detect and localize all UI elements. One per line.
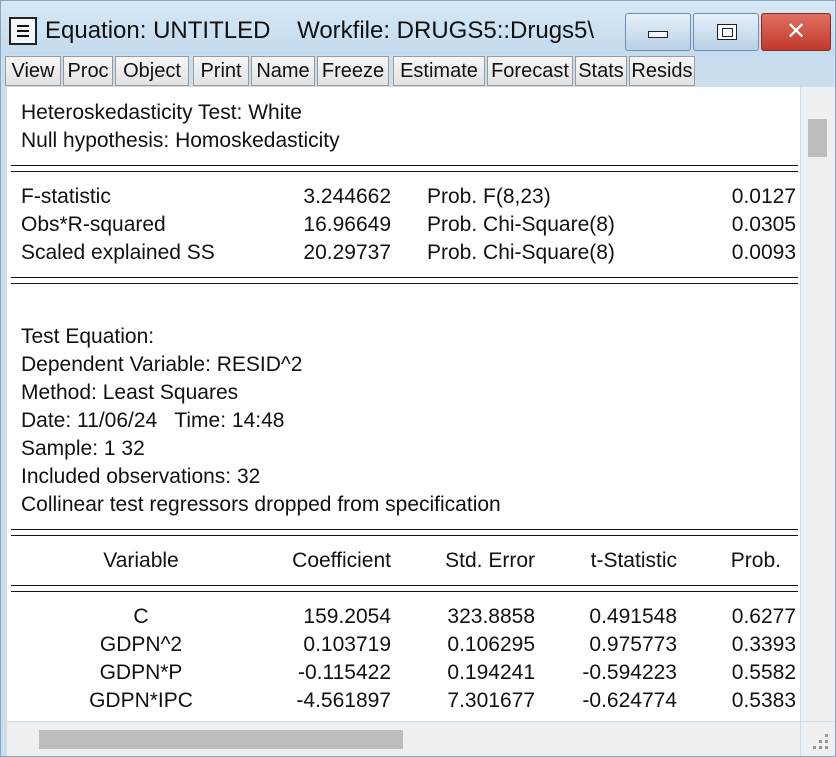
forecast-button[interactable]: Forecast — [487, 56, 573, 86]
print-button[interactable]: Print — [193, 56, 249, 86]
prob-label: Prob. Chi-Square(8) — [427, 241, 615, 264]
table-cell-variable: C — [133, 605, 149, 628]
output-panel[interactable]: Heteroskedasticity Test: White Null hypo… — [7, 87, 800, 721]
prob-value: 0.0093 — [731, 241, 796, 264]
prob-label: Prob. Chi-Square(8) — [427, 213, 615, 236]
minimize-button[interactable] — [625, 13, 691, 51]
divider — [11, 165, 798, 166]
toolbar: View Proc Object Print Name Freeze Estim… — [5, 56, 833, 86]
minimize-icon — [648, 31, 668, 38]
table-cell-std-error: 0.194241 — [447, 661, 535, 684]
table-cell-prob: 0.3393 — [731, 633, 796, 656]
column-header: t-Statistic — [590, 549, 677, 572]
stat-value: 20.29737 — [303, 241, 391, 264]
table-cell-t-statistic: 0.491548 — [589, 605, 677, 628]
stat-value: 16.96649 — [303, 213, 391, 236]
test-equation-line: Date: 11/06/24 Time: 14:48 — [21, 409, 285, 432]
vertical-scrollbar[interactable] — [801, 87, 835, 721]
table-cell-t-statistic: -0.594223 — [582, 661, 677, 684]
null-hypothesis: Null hypothesis: Homoskedasticity — [21, 129, 340, 152]
test-equation-line: Test Equation: — [21, 325, 155, 348]
stat-label: Obs*R-squared — [21, 213, 166, 236]
table-cell-prob: 0.5582 — [731, 661, 796, 684]
view-button[interactable]: View — [5, 56, 61, 86]
horizontal-scroll-thumb[interactable] — [39, 730, 403, 749]
table-cell-std-error: 7.301677 — [447, 689, 535, 712]
table-cell-prob: 0.5383 — [731, 689, 796, 712]
object-button[interactable]: Object — [115, 56, 189, 86]
table-cell-coefficient: 0.103719 — [303, 633, 391, 656]
column-header: Prob. — [730, 549, 781, 572]
table-cell-variable: GDPN^2 — [99, 633, 183, 656]
test-equation-line: Sample: 1 32 — [21, 437, 145, 460]
prob-value: 0.0305 — [731, 213, 796, 236]
column-header: Coefficient — [292, 549, 391, 572]
stat-label: F-statistic — [21, 185, 111, 208]
window-title: Equation: UNTITLED Workfile: DRUGS5::Dru… — [45, 17, 595, 44]
horizontal-scrollbar[interactable] — [7, 722, 800, 756]
resids-button[interactable]: Resids — [629, 56, 695, 86]
proc-button[interactable]: Proc — [63, 56, 113, 86]
divider — [11, 283, 798, 284]
divider — [11, 585, 798, 586]
title-bar[interactable]: Equation: UNTITLED Workfile: DRUGS5::Dru… — [1, 1, 835, 55]
close-button[interactable]: ✕ — [761, 13, 831, 51]
table-cell-coefficient: 159.2054 — [303, 605, 391, 628]
maximize-button[interactable] — [693, 13, 759, 51]
prob-value: 0.0127 — [731, 185, 796, 208]
table-cell-std-error: 0.106295 — [447, 633, 535, 656]
divider — [11, 277, 798, 278]
stats-button[interactable]: Stats — [575, 56, 627, 86]
estimate-button[interactable]: Estimate — [393, 56, 485, 86]
stat-label: Scaled explained SS — [21, 241, 215, 264]
test-equation-line: Dependent Variable: RESID^2 — [21, 353, 303, 376]
test-equation-line: Method: Least Squares — [21, 381, 239, 404]
maximize-icon — [717, 24, 737, 40]
divider — [11, 529, 798, 530]
vertical-scroll-thumb[interactable] — [808, 119, 827, 157]
close-icon: ✕ — [785, 18, 807, 45]
table-cell-variable: GDPN*IPC — [89, 689, 193, 712]
column-header: Variable — [103, 549, 179, 572]
table-cell-prob: 0.6277 — [731, 605, 796, 628]
freeze-button[interactable]: Freeze — [317, 56, 389, 86]
test-equation-line: Collinear test regressors dropped from s… — [21, 493, 501, 516]
name-button[interactable]: Name — [251, 56, 315, 86]
prob-label: Prob. F(8,23) — [427, 185, 551, 208]
divider — [11, 591, 798, 592]
table-cell-t-statistic: -0.624774 — [582, 689, 677, 712]
test-equation-line: Included observations: 32 — [21, 465, 261, 488]
table-cell-variable: GDPN*P — [99, 661, 183, 684]
table-cell-std-error: 323.8858 — [447, 605, 535, 628]
system-menu-icon[interactable] — [9, 17, 37, 45]
table-cell-coefficient: -4.561897 — [296, 689, 391, 712]
table-cell-coefficient: -0.115422 — [297, 661, 391, 684]
divider — [11, 535, 798, 536]
test-title: Heteroskedasticity Test: White — [21, 101, 302, 124]
column-header: Std. Error — [445, 549, 535, 572]
resize-grip-icon[interactable] — [801, 722, 835, 756]
divider — [11, 171, 798, 172]
stat-value: 3.244662 — [303, 185, 391, 208]
table-cell-t-statistic: 0.975773 — [589, 633, 677, 656]
